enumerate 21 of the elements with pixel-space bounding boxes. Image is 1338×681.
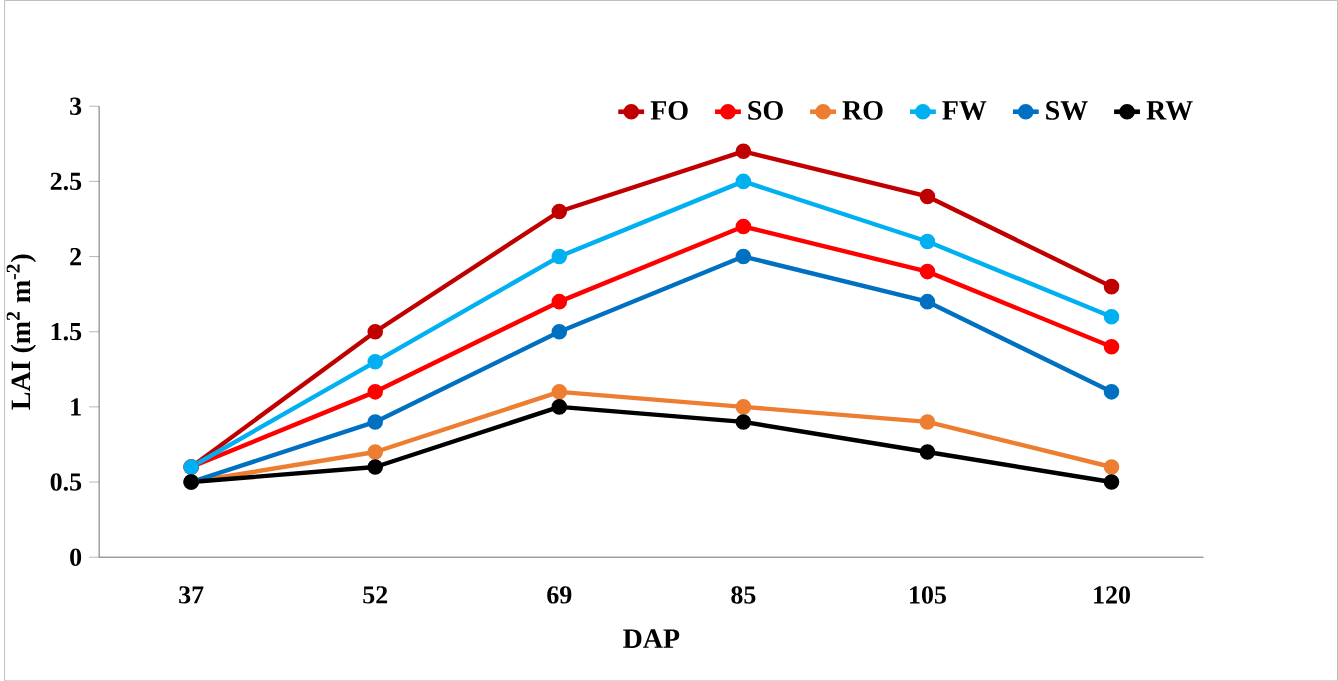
x-axis-title: DAP — [623, 629, 680, 648]
legend-label: SW — [1046, 100, 1088, 120]
x-tick-label: 105 — [910, 586, 946, 604]
x-tick-label: 52 — [363, 585, 388, 604]
x-tick-label: 69 — [547, 585, 572, 604]
y-axis-title: LAI (m$^{2}$ m$^{-2}$) — [6, 254, 36, 410]
legend-label: FO — [650, 100, 688, 120]
legend-label: RW — [1146, 100, 1193, 120]
x-tick-label: 37 — [179, 585, 204, 604]
y-tick-label: 2 — [70, 247, 81, 265]
y-tick-label: 0 — [70, 548, 82, 566]
legend-label: SO — [748, 100, 783, 120]
y-tick-label: 2.5 — [50, 172, 82, 190]
y-tick-label: 1 — [71, 398, 81, 416]
x-tick-label: 85 — [731, 586, 756, 604]
legend-label: FW — [942, 100, 987, 120]
y-tick-label: 0.5 — [50, 473, 82, 491]
legend-label: RO — [842, 100, 883, 120]
y-tick-label: 3 — [70, 97, 82, 115]
y-tick-label: 1.5 — [51, 322, 82, 341]
x-tick-label: 120 — [1094, 586, 1130, 604]
